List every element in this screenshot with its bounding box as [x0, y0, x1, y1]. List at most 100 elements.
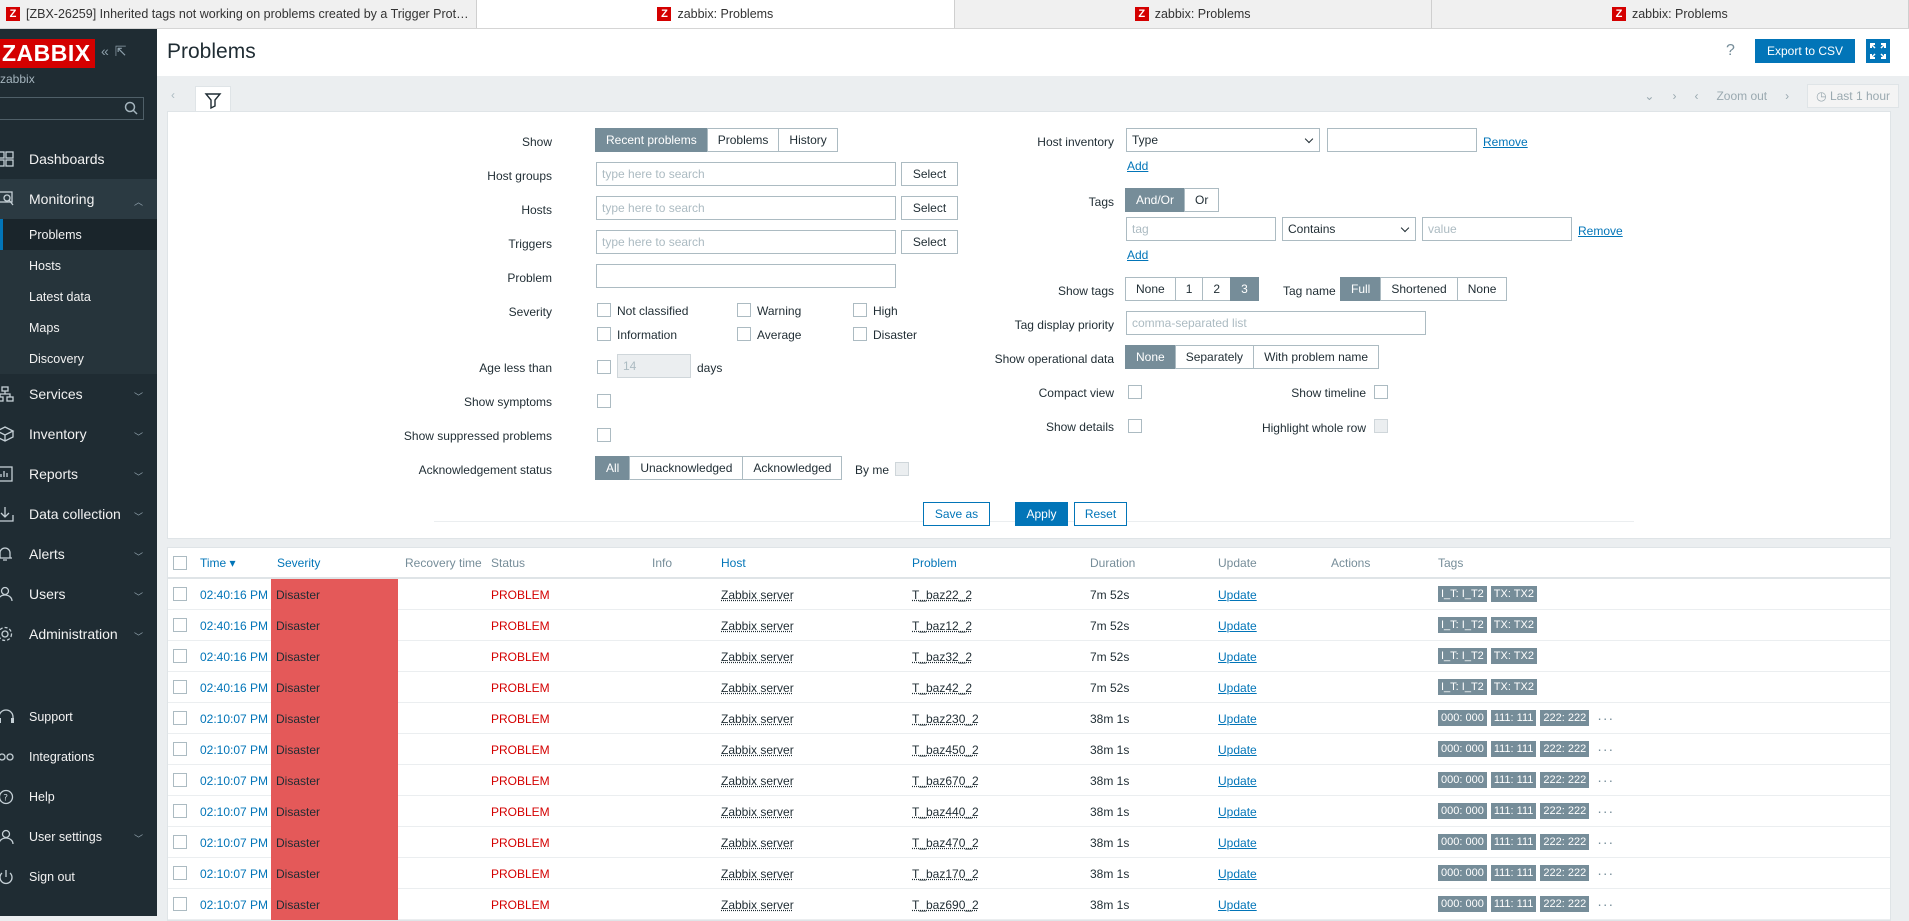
tag-badge[interactable]: 222: 222: [1540, 865, 1590, 881]
tag-badge[interactable]: 111: 111: [1490, 741, 1537, 757]
severity-information-checkbox[interactable]: [597, 327, 611, 341]
show-timeline-checkbox[interactable]: [1374, 385, 1388, 399]
time-link[interactable]: 02:40:16 PM: [200, 681, 269, 695]
tag-operator-select[interactable]: Contains: [1282, 217, 1416, 241]
ack-acknowledged[interactable]: Acknowledged: [742, 456, 843, 480]
time-link[interactable]: 02:10:07 PM: [200, 712, 269, 726]
tag-badge[interactable]: 222: 222: [1540, 803, 1590, 819]
tag-badge[interactable]: 000: 000: [1438, 772, 1487, 788]
row-checkbox[interactable]: [173, 587, 187, 601]
time-period-button[interactable]: ◷ Last 1 hour: [1807, 84, 1899, 108]
sidebar-search-input[interactable]: [0, 97, 144, 120]
more-tags-icon[interactable]: ···: [1597, 803, 1615, 819]
select-all-checkbox[interactable]: [173, 556, 187, 570]
time-link[interactable]: 02:10:07 PM: [200, 898, 269, 912]
triggers-input[interactable]: type here to search: [596, 230, 896, 254]
row-checkbox[interactable]: [173, 742, 187, 756]
menu-help[interactable]: ? Help: [0, 777, 157, 817]
tag-badge[interactable]: 000: 000: [1438, 834, 1487, 850]
chevron-left-icon[interactable]: ‹: [171, 88, 175, 102]
save-as-button[interactable]: Save as: [923, 502, 990, 526]
tag-badge[interactable]: 222: 222: [1540, 772, 1590, 788]
menu-integrations[interactable]: Integrations: [0, 737, 157, 777]
severity-not-classified-checkbox[interactable]: [597, 303, 611, 317]
chevron-left-icon[interactable]: ‹: [1694, 89, 1699, 103]
update-link[interactable]: Update: [1218, 681, 1257, 695]
time-link[interactable]: 02:10:07 PM: [200, 805, 269, 819]
tag-badge[interactable]: TX: TX2: [1490, 648, 1537, 664]
row-checkbox[interactable]: [173, 866, 187, 880]
show-symptoms-checkbox[interactable]: [597, 394, 611, 408]
zabbix-logo[interactable]: ZABBIX: [0, 39, 95, 68]
fullscreen-button[interactable]: [1866, 39, 1890, 63]
update-link[interactable]: Update: [1218, 836, 1257, 850]
host-link[interactable]: Zabbix server: [721, 681, 794, 695]
menu-data-collection[interactable]: Data collection ﹀: [0, 494, 157, 534]
menu-user-settings[interactable]: User settings ﹀: [0, 817, 157, 857]
tag-badge[interactable]: I_T: I_T2: [1438, 617, 1487, 633]
show-history[interactable]: History: [778, 128, 838, 152]
update-link[interactable]: Update: [1218, 743, 1257, 757]
highlight-row-checkbox[interactable]: [1374, 419, 1388, 433]
tag-badge[interactable]: 222: 222: [1540, 710, 1590, 726]
row-checkbox[interactable]: [173, 618, 187, 632]
host-link[interactable]: Zabbix server: [721, 805, 794, 819]
more-tags-icon[interactable]: ···: [1597, 834, 1615, 850]
problem-link[interactable]: T_baz32_2: [912, 650, 973, 664]
update-link[interactable]: Update: [1218, 898, 1257, 912]
tag-badge[interactable]: 000: 000: [1438, 865, 1487, 881]
more-tags-icon[interactable]: ···: [1597, 710, 1615, 726]
tag-badge[interactable]: TX: TX2: [1490, 617, 1537, 633]
tags-or[interactable]: Or: [1184, 188, 1220, 212]
menu-inventory[interactable]: Inventory ﹀: [0, 414, 157, 454]
update-link[interactable]: Update: [1218, 588, 1257, 602]
problem-link[interactable]: T_baz670_2: [912, 774, 979, 788]
help-icon[interactable]: ?: [1726, 42, 1735, 59]
host-link[interactable]: Zabbix server: [721, 712, 794, 726]
column-problem[interactable]: Problem: [912, 556, 957, 570]
problem-link[interactable]: T_baz170_2: [912, 867, 979, 881]
by-me-checkbox[interactable]: [895, 462, 909, 476]
column-severity[interactable]: Severity: [277, 556, 321, 570]
tag-badge[interactable]: 111: 111: [1490, 896, 1537, 912]
reset-button[interactable]: Reset: [1074, 502, 1127, 526]
show-recent-problems[interactable]: Recent problems: [595, 128, 708, 152]
inventory-remove-link[interactable]: Remove: [1483, 135, 1528, 149]
menu-reports[interactable]: Reports ﹀: [0, 454, 157, 494]
hosts-select-button[interactable]: Select: [901, 196, 958, 220]
tag-badge[interactable]: 222: 222: [1540, 741, 1590, 757]
host-groups-input[interactable]: type here to search: [596, 162, 896, 186]
show-suppressed-checkbox[interactable]: [597, 428, 611, 442]
tag-badge[interactable]: I_T: I_T2: [1438, 586, 1487, 602]
severity-warning-checkbox[interactable]: [737, 303, 751, 317]
browser-tab[interactable]: Z zabbix: Problems: [1432, 0, 1909, 28]
show-tags-2[interactable]: 2: [1202, 277, 1232, 301]
update-link[interactable]: Update: [1218, 774, 1257, 788]
row-checkbox[interactable]: [173, 773, 187, 787]
tag-name-full[interactable]: Full: [1340, 277, 1382, 301]
row-checkbox[interactable]: [173, 649, 187, 663]
problem-input[interactable]: [596, 264, 896, 288]
host-link[interactable]: Zabbix server: [721, 836, 794, 850]
time-link[interactable]: 02:10:07 PM: [200, 867, 269, 881]
tag-badge[interactable]: 111: 111: [1490, 834, 1537, 850]
tag-badge[interactable]: 111: 111: [1490, 865, 1537, 881]
time-link[interactable]: 02:10:07 PM: [200, 836, 269, 850]
severity-high-checkbox[interactable]: [853, 303, 867, 317]
show-tags-none[interactable]: None: [1125, 277, 1176, 301]
host-link[interactable]: Zabbix server: [721, 743, 794, 757]
host-groups-select-button[interactable]: Select: [901, 162, 958, 186]
op-data-none[interactable]: None: [1125, 345, 1176, 369]
tag-badge[interactable]: 111: 111: [1490, 772, 1537, 788]
problem-link[interactable]: T_baz690_2: [912, 898, 979, 912]
time-link[interactable]: 02:10:07 PM: [200, 774, 269, 788]
zoom-out-button[interactable]: Zoom out: [1716, 89, 1768, 103]
compact-view-checkbox[interactable]: [1128, 385, 1142, 399]
more-tags-icon[interactable]: ···: [1597, 772, 1615, 788]
row-checkbox[interactable]: [173, 804, 187, 818]
search-icon[interactable]: [123, 100, 139, 116]
menu-services[interactable]: Services ﹀: [0, 374, 157, 414]
more-tags-icon[interactable]: ···: [1597, 865, 1615, 881]
age-input[interactable]: 14: [617, 354, 691, 378]
row-checkbox[interactable]: [173, 835, 187, 849]
